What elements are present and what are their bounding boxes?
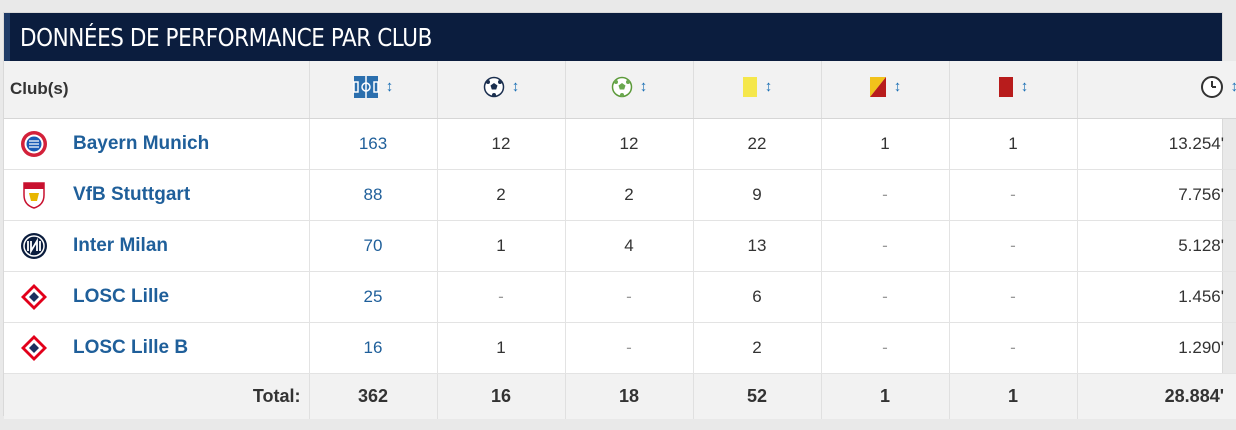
club-link-lille-b[interactable]: LOSC Lille B	[73, 336, 189, 358]
lille-crest-icon[interactable]	[19, 333, 49, 363]
sort-icon: ↕	[385, 78, 394, 96]
goals-value: -	[437, 271, 566, 323]
table-row: VfB Stuttgart 88 2 2 9 - - 7.756'	[4, 169, 1236, 221]
second-yellow-icon	[869, 76, 886, 97]
total-yellow-cards: 52	[693, 373, 822, 419]
minutes-value: 7.756'	[1077, 169, 1236, 221]
appearances-value[interactable]: 163	[309, 118, 438, 170]
table-row: LOSC Lille B 16 1 - 2 - - 1.290'	[4, 322, 1236, 374]
appearances-value[interactable]: 25	[309, 271, 438, 323]
goals-value: 12	[437, 118, 566, 170]
total-red-cards: 1	[949, 373, 1078, 419]
goals-icon	[483, 76, 504, 97]
yellow-cards-value: 13	[693, 220, 822, 272]
red-cards-value: -	[949, 169, 1078, 221]
assists-column-header[interactable]: ↕	[565, 61, 694, 119]
assists-value: 12	[565, 118, 694, 170]
total-minutes: 28.884'	[1077, 373, 1236, 419]
second-yellow-column-header[interactable]: ↕	[821, 61, 950, 119]
red-cards-value: -	[949, 220, 1078, 272]
club-column-header: Club(s)	[4, 61, 310, 119]
minutes-column-header[interactable]: ↕	[1077, 61, 1236, 119]
assists-icon	[611, 76, 632, 97]
second-yellow-value: -	[821, 220, 950, 272]
total-goals: 16	[437, 373, 566, 419]
minutes-value: 5.128'	[1077, 220, 1236, 272]
table-header-row: Club(s) ↕	[4, 61, 1236, 119]
panel-title: DONNÉES DE PERFORMANCE PAR CLUB	[20, 22, 432, 52]
total-label: Total:	[4, 373, 310, 419]
minutes-value: 13.254'	[1077, 118, 1236, 170]
red-cards-value: -	[949, 322, 1078, 374]
yellow-cards-value: 6	[693, 271, 822, 323]
red-card-icon	[998, 76, 1013, 97]
sort-icon: ↕	[1230, 78, 1236, 96]
appearances-value[interactable]: 88	[309, 169, 438, 221]
total-appearances: 362	[309, 373, 438, 419]
performance-panel: DONNÉES DE PERFORMANCE PAR CLUB Club(s)	[3, 12, 1236, 419]
club-link-lille[interactable]: LOSC Lille	[73, 285, 170, 307]
appearances-icon	[353, 75, 379, 98]
sort-icon: ↕	[764, 78, 773, 96]
panel-header: DONNÉES DE PERFORMANCE PAR CLUB	[4, 13, 1222, 61]
table-row: Bayern Munich 163 12 12 22 1 1 13.254'	[4, 118, 1236, 170]
inter-crest-icon[interactable]	[19, 231, 49, 261]
red-cards-value: -	[949, 271, 1078, 323]
minutes-clock-icon	[1200, 75, 1223, 98]
appearances-column-header[interactable]: ↕	[309, 61, 438, 119]
assists-value: -	[565, 322, 694, 374]
goals-column-header[interactable]: ↕	[437, 61, 566, 119]
lille-crest-icon[interactable]	[19, 282, 49, 312]
sort-icon: ↕	[893, 78, 902, 96]
yellow-cards-column-header[interactable]: ↕	[693, 61, 822, 119]
club-link-bayern[interactable]: Bayern Munich	[73, 132, 210, 154]
sort-icon: ↕	[511, 78, 520, 96]
sort-icon: ↕	[639, 78, 648, 96]
yellow-cards-value: 2	[693, 322, 822, 374]
second-yellow-value: -	[821, 169, 950, 221]
stuttgart-crest-icon[interactable]	[19, 180, 49, 210]
assists-value: 4	[565, 220, 694, 272]
appearances-value[interactable]: 70	[309, 220, 438, 272]
goals-value: 1	[437, 220, 566, 272]
table-row: Inter Milan 70 1 4 13 - - 5.128'	[4, 220, 1236, 272]
goals-value: 1	[437, 322, 566, 374]
red-cards-column-header[interactable]: ↕	[949, 61, 1078, 119]
second-yellow-value: 1	[821, 118, 950, 170]
total-second-yellow: 1	[821, 373, 950, 419]
club-link-stuttgart[interactable]: VfB Stuttgart	[73, 183, 191, 205]
goals-value: 2	[437, 169, 566, 221]
club-link-inter[interactable]: Inter Milan	[73, 234, 169, 256]
red-cards-value: 1	[949, 118, 1078, 170]
second-yellow-value: -	[821, 271, 950, 323]
sort-icon: ↕	[1020, 78, 1029, 96]
bayern-crest-icon[interactable]	[19, 129, 49, 159]
assists-value: -	[565, 271, 694, 323]
performance-table: Club(s) ↕	[4, 61, 1236, 419]
second-yellow-value: -	[821, 322, 950, 374]
yellow-card-icon	[742, 76, 757, 97]
yellow-cards-value: 22	[693, 118, 822, 170]
assists-value: 2	[565, 169, 694, 221]
minutes-value: 1.290'	[1077, 322, 1236, 374]
appearances-value[interactable]: 16	[309, 322, 438, 374]
total-assists: 18	[565, 373, 694, 419]
yellow-cards-value: 9	[693, 169, 822, 221]
minutes-value: 1.456'	[1077, 271, 1236, 323]
table-row: LOSC Lille 25 - - 6 - - 1.456'	[4, 271, 1236, 323]
totals-row: Total: 362 16 18 52 1 1 28.884'	[4, 373, 1236, 419]
